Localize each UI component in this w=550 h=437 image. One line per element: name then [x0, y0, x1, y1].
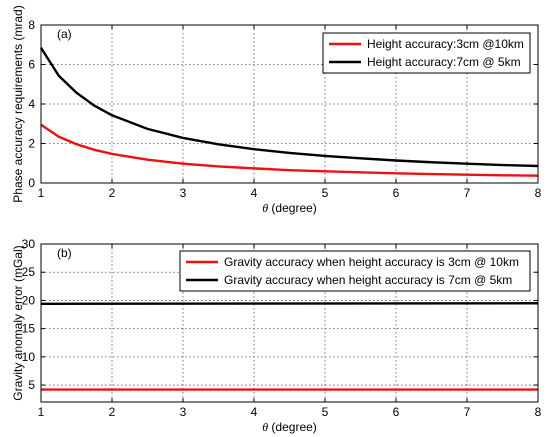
x-tick-label: 3 — [180, 405, 187, 419]
x-tick-label: 7 — [464, 405, 471, 419]
x-tick-label: 6 — [393, 186, 400, 200]
y-tick-label: 8 — [28, 18, 35, 32]
x-tick-label: 7 — [464, 186, 471, 200]
y-axis-label: Gravity anomaly error (mGal) — [11, 245, 25, 400]
y-tick-label: 25 — [22, 265, 36, 279]
legend-box — [322, 32, 531, 74]
legend-entry-1: Gravity accuracy when height accuracy is… — [224, 255, 519, 269]
x-axis-label: θ (degree) — [262, 420, 317, 434]
x-tick-label: 1 — [38, 186, 45, 200]
x-tick-label: 8 — [535, 405, 542, 419]
legend-entry-2: Height accuracy:7cm @ 5km — [367, 55, 521, 69]
legend-entry-1: Height accuracy:3cm @10km — [367, 37, 524, 51]
y-tick-label: 4 — [28, 97, 35, 111]
legend: Height accuracy:3cm @10km Height accuracy… — [322, 32, 531, 74]
y-tick-label: 30 — [22, 237, 36, 251]
panel-b: 1 2 3 4 5 6 7 8 5 10 15 20 25 30 (b) θ (degree) Gravity … — [11, 237, 542, 434]
x-tick-label: 4 — [251, 186, 258, 200]
panel-label: (b) — [57, 246, 72, 260]
panel-a: 1 2 3 4 5 6 7 8 0 2 4 6 8 (a) θ (degree) Phase accuracy… — [11, 5, 542, 215]
series-line-2 — [39, 47, 539, 168]
y-tick-label: 15 — [22, 322, 36, 336]
x-tick-label: 3 — [180, 186, 187, 200]
y-tick-label: 2 — [28, 137, 35, 151]
y-tick-label: 0 — [28, 176, 35, 190]
panel-label: (a) — [57, 27, 72, 41]
y-axis-label: Phase accuracy requirements (mrad) — [11, 5, 25, 202]
y-tick-label: 5 — [28, 378, 35, 392]
x-tick-label: 2 — [109, 405, 116, 419]
x-tick-label: 4 — [251, 405, 258, 419]
axes-box — [40, 243, 539, 403]
x-tick-label: 5 — [322, 405, 329, 419]
x-tick-label: 8 — [535, 186, 542, 200]
x-tick-label: 5 — [322, 186, 329, 200]
x-axis-label: θ (degree) — [262, 201, 317, 215]
x-tick-label: 2 — [109, 186, 116, 200]
series-line-1 — [40, 123, 539, 177]
legend: Gravity accuracy when height accuracy is… — [179, 250, 531, 292]
series-line-2 — [40, 302, 539, 306]
y-tick-label: 10 — [22, 350, 36, 364]
y-tick-label: 6 — [28, 58, 35, 72]
x-tick-label: 6 — [393, 405, 400, 419]
x-tick-label: 1 — [38, 405, 45, 419]
y-tick-label: 20 — [22, 293, 36, 307]
legend-entry-2: Gravity accuracy when height accuracy is… — [224, 273, 512, 287]
legend-box — [179, 250, 531, 292]
